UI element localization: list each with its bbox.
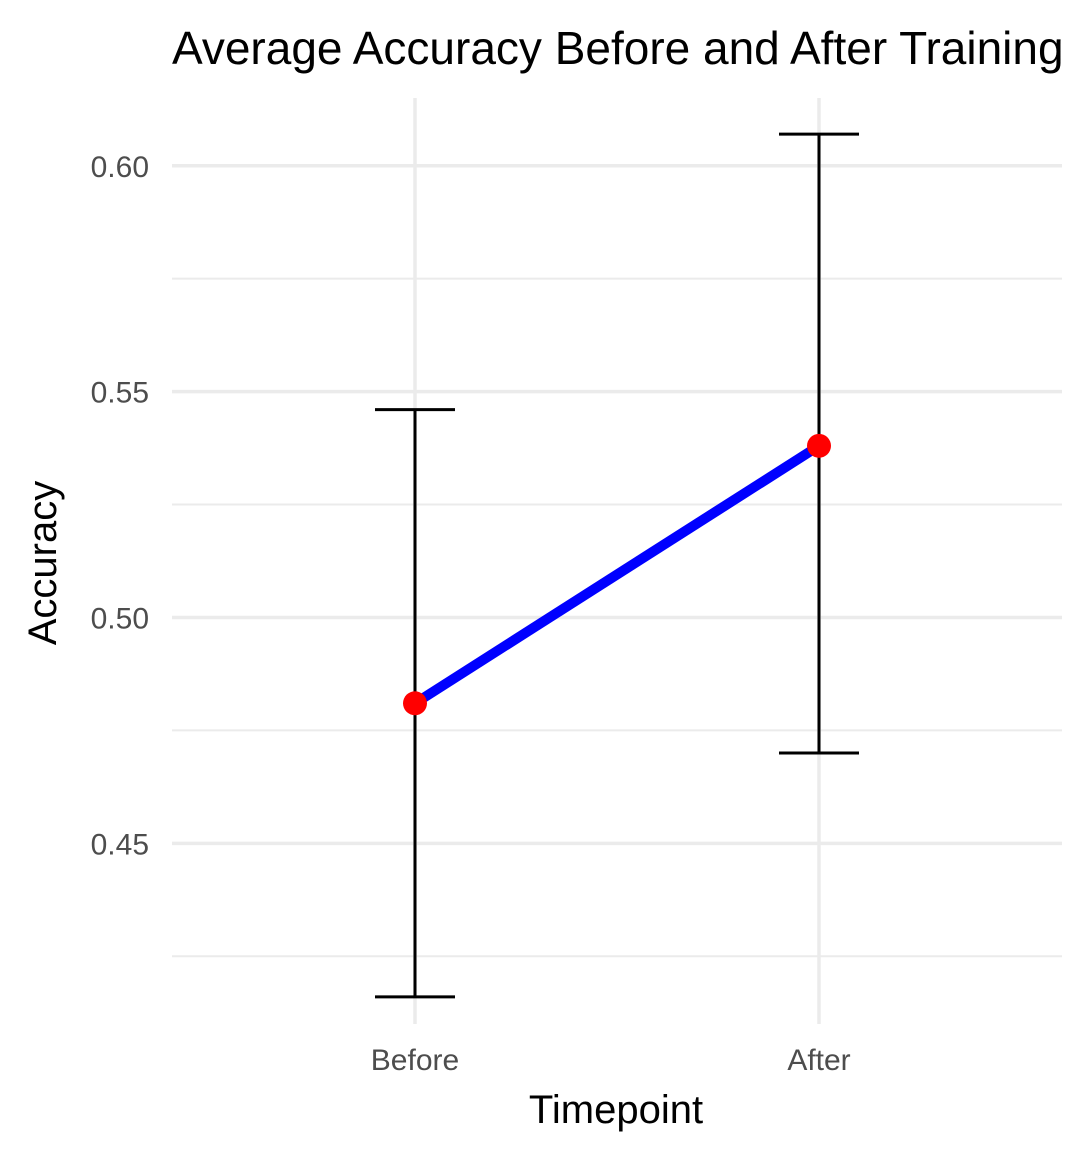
data-point (403, 691, 427, 716)
series-line-layer (412, 441, 822, 708)
chart-title: Average Accuracy Before and After Traini… (172, 22, 1064, 74)
y-tick-labels: 0.45 0.50 0.55 0.60 (91, 151, 149, 862)
x-axis-title: Timepoint (529, 1088, 703, 1132)
series-line (412, 441, 822, 708)
y-tick-label: 0.55 (91, 377, 149, 410)
x-tick-label: After (787, 1044, 850, 1077)
error-bars (375, 132, 859, 999)
y-tick-label: 0.60 (91, 151, 149, 184)
grid (172, 98, 1062, 1024)
data-point (807, 433, 831, 458)
x-tick-label: Before (371, 1044, 459, 1077)
y-tick-label: 0.45 (91, 828, 149, 861)
x-tick-labels: Before After (371, 1044, 851, 1077)
y-axis-title: Accuracy (21, 481, 65, 646)
y-tick-label: 0.50 (91, 602, 149, 635)
data-points (403, 433, 831, 716)
